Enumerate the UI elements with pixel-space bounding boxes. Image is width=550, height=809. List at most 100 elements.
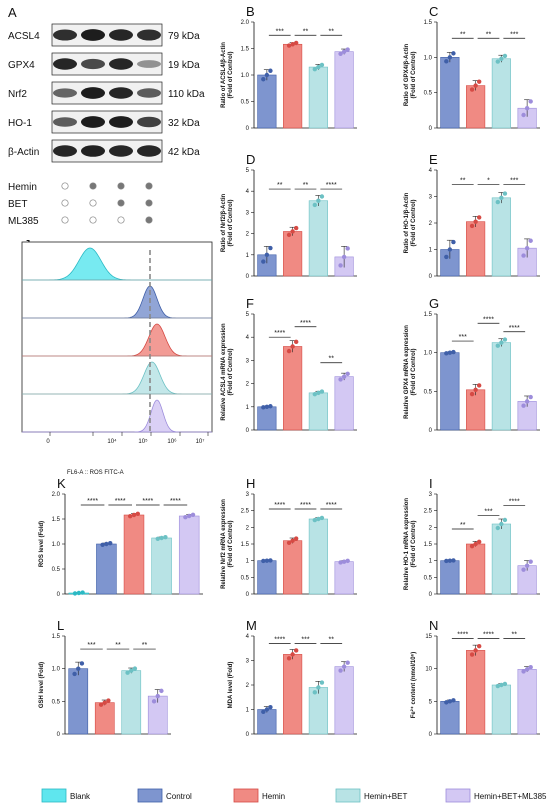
panel-letter: G (429, 296, 439, 311)
significance-label: ** (303, 28, 309, 35)
y-axis-label-line: (Fold of Control) (228, 200, 234, 247)
bar (466, 85, 486, 129)
bar (283, 231, 303, 277)
data-point (312, 690, 318, 695)
bar (123, 514, 145, 595)
y-tick-label: 1 (246, 253, 250, 259)
significance-label: ** (460, 522, 466, 529)
y-tick-label: 4 (246, 335, 250, 341)
chart-panel-b: B 0 0.5 1.0 1.5 2.0 Ratio of ACSL4/β-Actin(Fol… (221, 4, 357, 132)
data-point (502, 191, 508, 196)
flow-xlabel: FL6-A :: ROS FITC-A (67, 470, 124, 476)
bar (257, 74, 277, 129)
bar (283, 654, 303, 735)
bar (308, 66, 328, 129)
data-point (268, 558, 273, 563)
bar (334, 51, 354, 129)
data-point (451, 239, 456, 245)
data-point (524, 399, 530, 404)
y-tick-label: 1.0 (241, 73, 250, 79)
bar (68, 668, 89, 735)
data-point (159, 535, 164, 541)
data-point (316, 685, 321, 690)
legend-label: Hemin (262, 792, 285, 801)
y-axis-label-line: MDA level (Fold) (228, 662, 234, 709)
y-tick-label: 1.5 (241, 542, 250, 548)
data-point (528, 665, 533, 670)
data-point (495, 59, 501, 64)
legend-swatch (233, 788, 259, 803)
y-tick-label: 5 (246, 168, 250, 174)
y-tick-label: 0 (429, 592, 433, 598)
y-tick-label: 5 (429, 699, 433, 705)
y-tick-label: 1.0 (424, 351, 433, 357)
data-point (72, 591, 78, 596)
data-point (521, 567, 526, 572)
data-point (293, 536, 299, 541)
data-point (159, 688, 164, 694)
y-axis-label: MDA level (Fold) (228, 662, 234, 709)
significance-label: *** (301, 636, 309, 643)
data-point (473, 648, 478, 653)
y-tick-label: 0 (57, 732, 61, 738)
data-point (476, 643, 482, 649)
data-point (155, 693, 160, 699)
data-point (469, 652, 475, 657)
bar (257, 406, 277, 431)
data-point (499, 56, 504, 61)
significance-label: **** (483, 632, 494, 639)
panel-letter: E (429, 152, 438, 167)
significance-label: *** (87, 642, 95, 649)
data-point (495, 525, 501, 531)
y-tick-label: 3 (429, 492, 433, 498)
data-point (264, 72, 270, 78)
y-tick-label: 10 (425, 667, 432, 673)
significance-label: **** (509, 325, 520, 332)
chart-panel-d: D 0 1 2 3 4 5 Ratio of Nrf2/β-Actin(Fold of Con… (221, 152, 357, 280)
data-point (345, 371, 350, 377)
chart-panel-h: H 0 0.5 1 1.5 2 2.5 3 Relative Nrf2 mRNA express… (221, 476, 357, 598)
data-point (469, 223, 475, 229)
blot-frame (51, 52, 163, 76)
panel-letter: D (246, 152, 255, 167)
panel-letter: M (246, 618, 257, 633)
data-point (261, 709, 266, 715)
data-point (102, 700, 107, 705)
y-tick-label: 2 (429, 525, 433, 531)
y-tick-label: 4 (246, 634, 250, 640)
data-point (528, 559, 533, 564)
y-tick-label: 1.5 (241, 47, 250, 53)
protein-label: ACSL4 (8, 31, 40, 42)
y-tick-label: 1.5 (424, 312, 433, 318)
data-point (80, 590, 85, 595)
data-point (528, 394, 533, 400)
data-point (521, 253, 526, 258)
kda-label: 79 kDa (168, 31, 200, 42)
data-point (345, 246, 350, 251)
bar (257, 709, 277, 735)
y-axis-label: Ratio of Nrf2/β-Actin(Fold of Control) (221, 194, 234, 253)
data-point (499, 521, 504, 527)
protein-label: β-Actin (8, 147, 39, 158)
y-axis-label: Fe²⁺ content (nmol/10⁶) (410, 652, 417, 719)
y-axis-label-line: ROS level (Fold) (39, 521, 45, 567)
legend-swatch (41, 788, 67, 803)
chart-panel-i: I 0 0.5 1 1.5 2 2.5 3 Relative HO-1 mRNA express… (404, 476, 540, 598)
data-point (319, 194, 325, 199)
data-point (528, 238, 533, 243)
bar (517, 669, 537, 735)
blot-band (53, 145, 77, 157)
y-tick-label: 0.5 (52, 567, 61, 573)
y-tick-label: 4 (246, 189, 250, 195)
data-point (473, 541, 478, 547)
y-tick-label: 0.5 (241, 100, 250, 106)
significance-label: **** (274, 502, 285, 509)
protein-label: HO-1 (8, 118, 32, 129)
data-point (131, 512, 137, 518)
blot-band (81, 58, 105, 70)
significance-label: **** (170, 498, 181, 505)
y-tick-label: 1 (429, 248, 433, 254)
data-point (338, 377, 343, 382)
